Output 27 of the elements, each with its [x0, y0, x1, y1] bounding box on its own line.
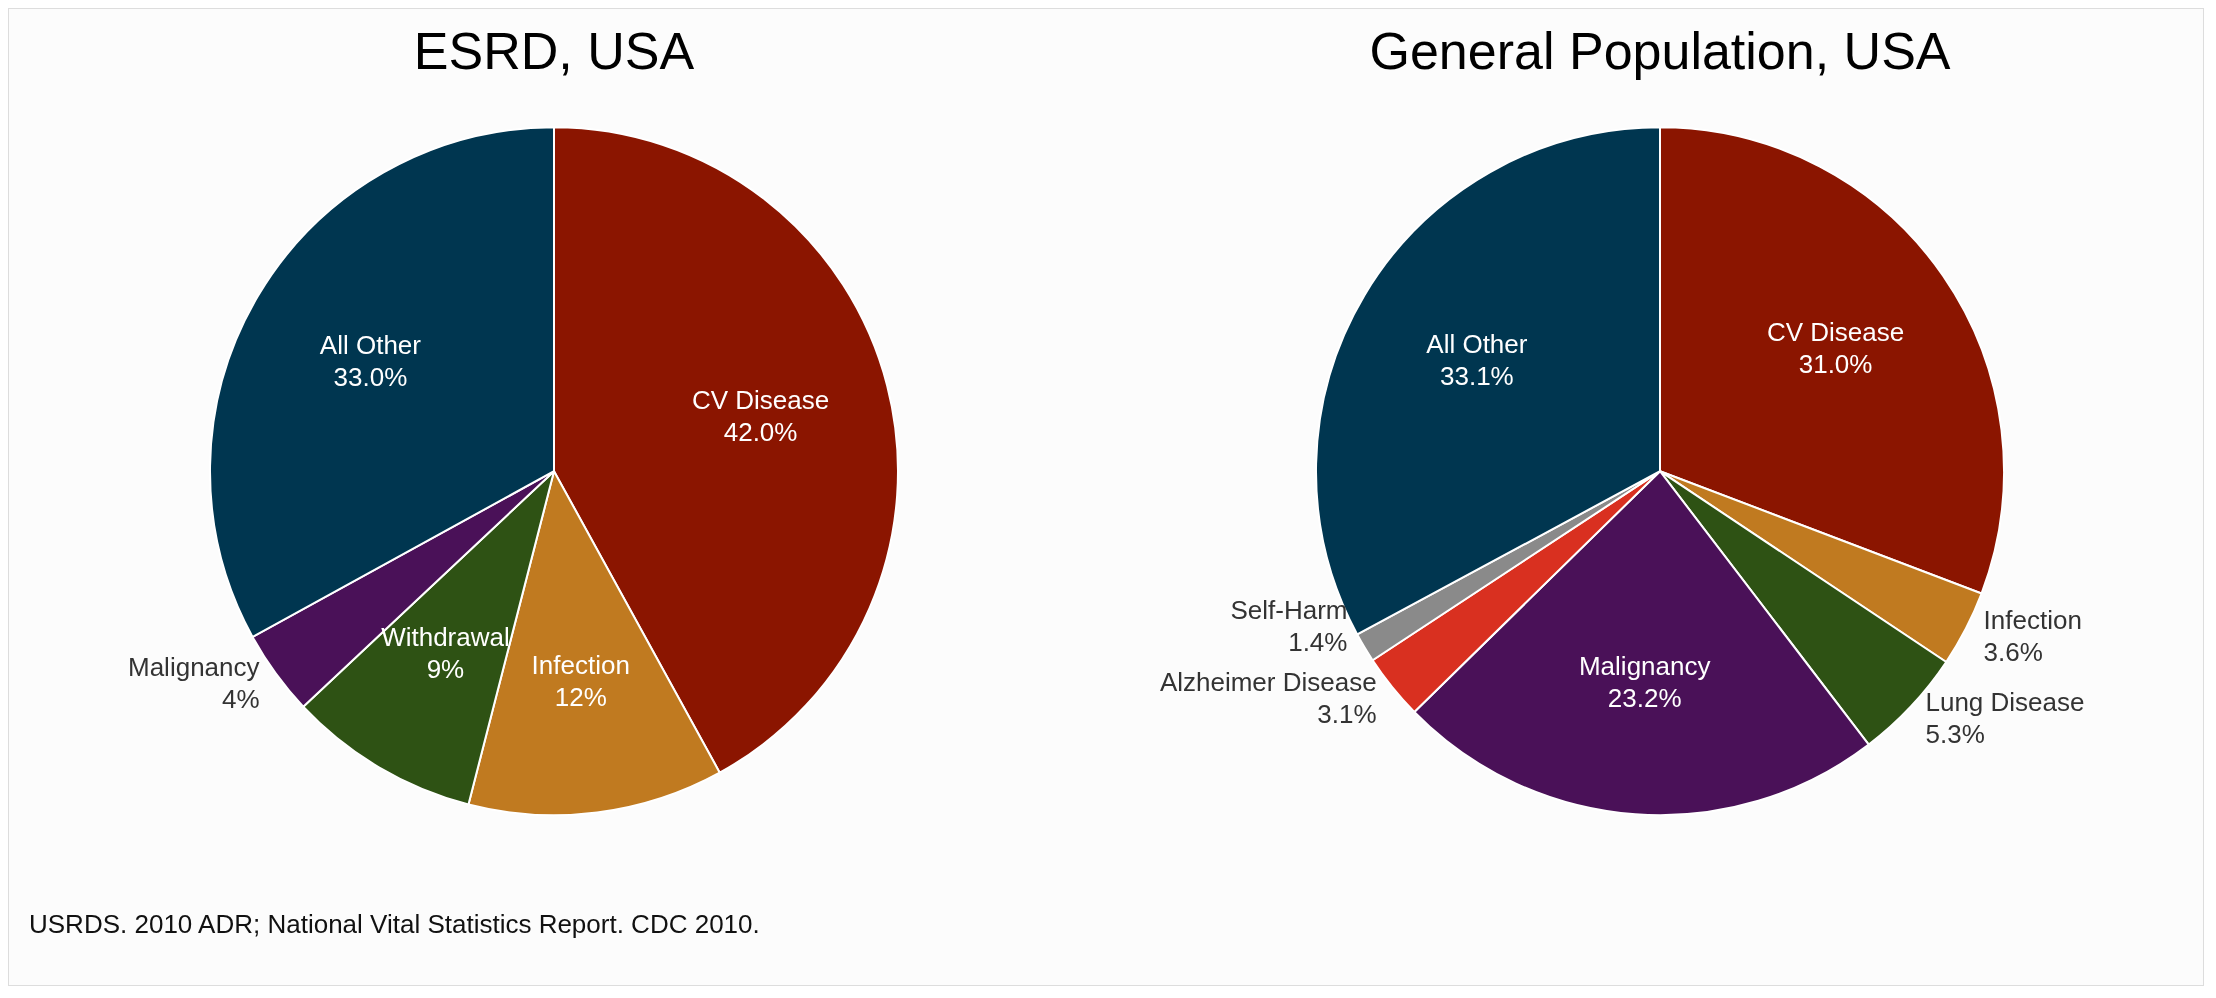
slice-label: Infection — [531, 649, 630, 680]
data-label: 42.0% — [723, 417, 798, 448]
data-label: 31.0% — [1798, 349, 1873, 380]
text: USRDS. 2010 ADR; National Vital Statistics Report. CDC 2010. — [29, 909, 761, 940]
slice-label: Alzheimer Disease — [1159, 666, 1377, 697]
slice-label: Withdrawal — [381, 621, 510, 652]
slice-label: Malignancy — [128, 652, 260, 683]
slice-label: CV Disease — [691, 385, 830, 416]
chart-title: General Population, USA — [1369, 21, 1951, 80]
data-label: 3.6% — [1983, 637, 2043, 668]
slice-label: Malignancy — [1578, 651, 1711, 682]
slice-label: All Other — [319, 329, 422, 360]
slice-label: CV Disease — [1766, 317, 1905, 348]
slice-label: All Other — [1426, 329, 1528, 360]
slice-label: Infection — [1983, 605, 2082, 636]
data-label: 23.2% — [1607, 683, 1682, 714]
slice-label: Self-Harm — [1230, 594, 1348, 625]
data-label: 9% — [426, 653, 465, 684]
data-label: 3.1% — [1317, 698, 1377, 729]
data-label: 33.1% — [1440, 361, 1514, 392]
data-label: 1.4% — [1288, 626, 1348, 657]
data-label: 5.3% — [1925, 719, 1985, 750]
data-label: 12% — [554, 681, 607, 712]
chart-title: ESRD, USA — [413, 21, 695, 80]
data-label: 33.0% — [333, 361, 408, 392]
data-label: 4% — [221, 684, 260, 715]
slice-label: Lung Disease — [1925, 687, 2085, 718]
